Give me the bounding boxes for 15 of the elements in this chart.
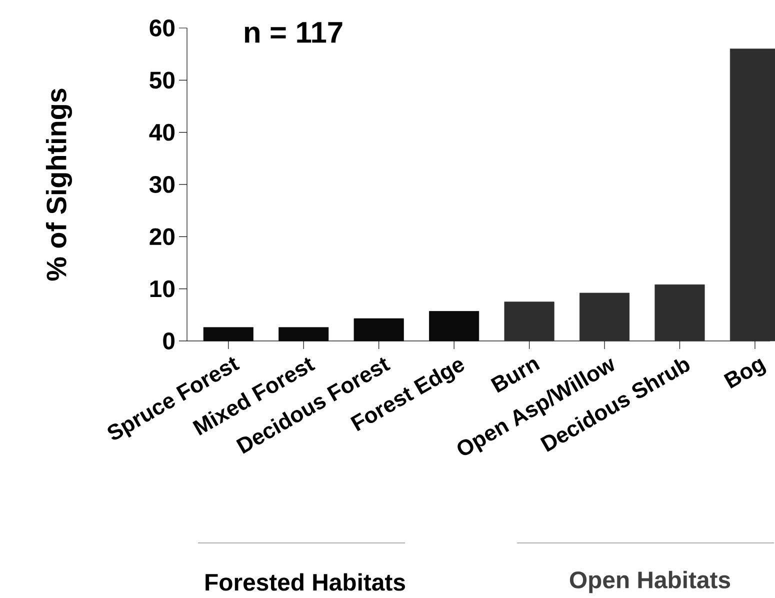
- y-tick-label: 30: [149, 176, 174, 193]
- bar: [579, 292, 630, 342]
- y-tick-label: 60: [150, 20, 174, 36]
- x-tick-label: Bog: [724, 358, 766, 388]
- bar: [504, 302, 554, 342]
- y-axis-title: % of Sightings: [46, 88, 72, 281]
- y-tick-label: 10: [150, 280, 174, 298]
- y-tick-label: 40: [149, 124, 174, 141]
- y-tick-label: 0: [163, 332, 175, 350]
- text: Open Habitats: [570, 570, 730, 594]
- text: Forested Habitats: [206, 573, 405, 591]
- y-tick-label: 20: [150, 228, 174, 246]
- bar: [654, 284, 705, 342]
- annotation: n = 117: [244, 22, 342, 43]
- y-tick-label: 50: [150, 72, 174, 89]
